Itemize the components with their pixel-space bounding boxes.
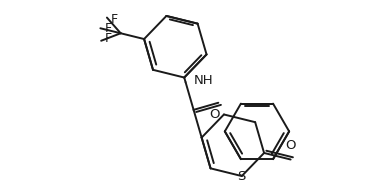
Text: NH: NH <box>194 74 213 87</box>
Text: S: S <box>238 170 246 183</box>
Text: O: O <box>285 139 296 152</box>
Text: F: F <box>111 13 118 26</box>
Text: O: O <box>209 108 220 122</box>
Text: F: F <box>105 32 112 45</box>
Text: F: F <box>104 22 111 35</box>
